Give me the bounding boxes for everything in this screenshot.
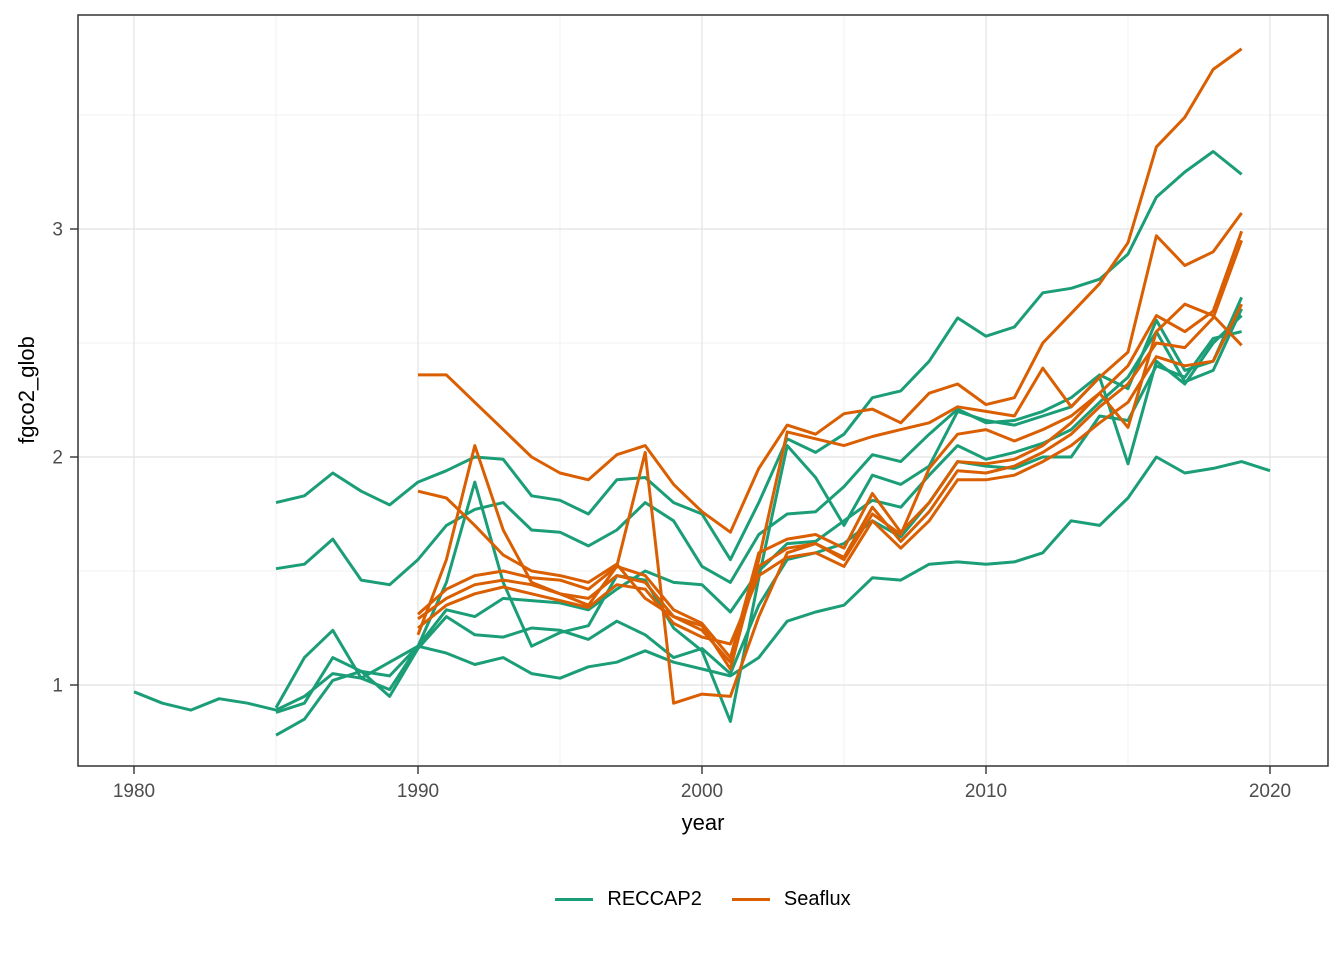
series-lines [133,47,1271,737]
y-tick-label: 3 [52,220,63,241]
legend: RECCAP2 Seaflux [78,888,1328,911]
series-line-reccap2-model-3 [275,296,1243,587]
legend-item-reccap2: RECCAP2 [555,888,702,911]
series-line-reccap2-model-2 [275,150,1243,562]
series-line-reccap2-model-6 [275,330,1242,737]
series-line-seaflux-product-1 [418,47,1243,534]
legend-label-reccap2: RECCAP2 [607,888,702,910]
y-tick-label: 2 [52,448,63,469]
major-gridlines [78,15,1328,766]
seaflux-line-swatch [731,897,770,902]
x-axis-title: year [681,810,725,835]
x-tick-label: 1990 [397,781,439,802]
x-tick-label: 2020 [1249,781,1291,802]
axis-tick-labels: 1980 1990 2000 2010 2020 1 2 3 [52,220,1291,803]
axis-ticks [70,228,1271,774]
x-tick-label: 2010 [965,781,1007,802]
minor-gridlines [78,15,1328,766]
y-axis-title: fgco2_glob [14,336,39,444]
series-line-seaflux-product-5 [417,303,1243,646]
legend-label-seaflux: Seaflux [783,888,851,910]
reccap2-line-swatch [555,897,594,902]
panel-border [77,14,1329,767]
x-tick-label: 1980 [113,781,155,802]
series-line-seaflux-product-4 [417,239,1244,664]
legend-item-seaflux: Seaflux [731,888,851,911]
series-line-seaflux-product-2 [417,212,1243,671]
x-tick-label: 2000 [681,781,723,802]
series-line-reccap2-model-1 [133,455,1271,712]
y-tick-label: 1 [52,676,63,697]
series-line-seaflux-product-3 [417,230,1244,660]
series-line-seaflux-product-6 [416,302,1243,705]
